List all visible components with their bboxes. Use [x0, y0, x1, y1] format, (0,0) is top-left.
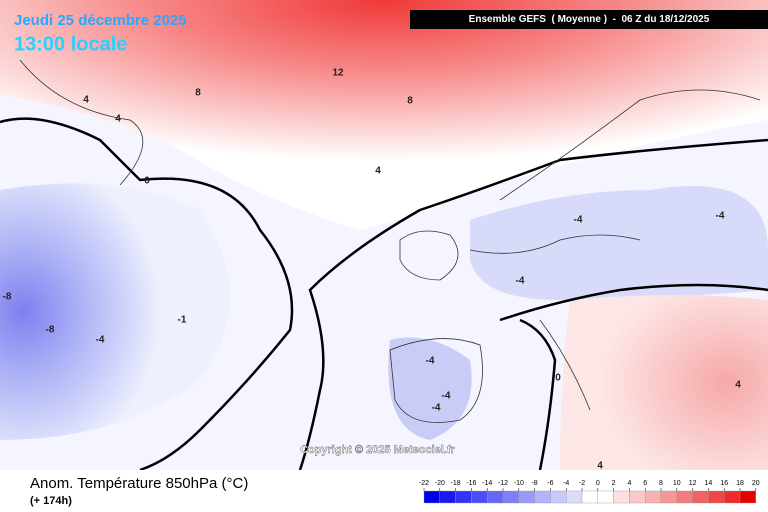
contour-label: -4	[96, 335, 105, 346]
local-time: 13:00 locale	[14, 33, 127, 55]
warm-anomaly	[0, 0, 768, 230]
coastlines	[19, 59, 761, 423]
colorbar-tick-label: 14	[705, 480, 713, 487]
colorbar-swatch	[708, 490, 725, 504]
colorbar-swatch	[676, 490, 693, 504]
model-info: Ensemble GEFS ( Moyenne ) - 06 Z du 18/1…	[469, 14, 710, 25]
colorbar-swatch	[739, 490, 757, 504]
colorbar-swatch	[518, 490, 535, 504]
colorbar-swatch	[455, 490, 472, 504]
contour-label: 8	[407, 96, 413, 107]
colorbar-tick-label: -16	[466, 480, 476, 487]
colorbar-swatch	[581, 490, 599, 504]
colorbar-tick-label: -22	[419, 480, 429, 487]
colorbar-swatch	[534, 490, 551, 504]
contour-label: -8	[3, 292, 12, 303]
contour-label: 12	[332, 68, 344, 79]
model-banner	[410, 10, 768, 29]
contour-label: -4	[574, 215, 583, 226]
colorbar-tick-label: -12	[498, 480, 508, 487]
colorbar-tick-label: -6	[547, 480, 553, 487]
colorbar-tick-label: 2	[612, 480, 616, 487]
cold-europe	[470, 186, 768, 300]
colorbar-tick-label: -18	[451, 480, 461, 487]
colorbar-tick-label: 16	[720, 480, 728, 487]
contour-label: 4	[115, 114, 121, 125]
contour-label: 0	[555, 373, 561, 384]
colorbar-tick-label: 12	[689, 480, 697, 487]
contour-label: -4	[716, 211, 725, 222]
colorbar-swatch	[439, 490, 456, 504]
colorbar: -22 -20 -18 -16 -14 -12 -10 -8 -6 -4 -2 0 2 4 6 8 10 12 14…	[419, 480, 760, 504]
warm-balkans	[560, 295, 768, 470]
colorbar-tick-label: -2	[579, 480, 585, 487]
colorbar-tick-label: -10	[514, 480, 524, 487]
zero-contours	[0, 117, 768, 472]
colorbar-swatch	[423, 490, 441, 504]
contour-label: -4	[432, 403, 441, 414]
copyright: Copyright © 2025 Meteociel.fr	[300, 444, 456, 456]
colorbar-swatch	[597, 490, 614, 504]
colorbar-tick-label: -20	[435, 480, 445, 487]
colorbar-swatch	[692, 490, 709, 504]
colorbar-tick-label: 18	[736, 480, 744, 487]
date: Jeudi 25 décembre 2025	[14, 12, 187, 29]
colorbar-swatch	[629, 490, 646, 504]
colorbar-tick-label: -8	[531, 480, 537, 487]
colorbar-tick-label: -4	[563, 480, 569, 487]
footer-title: Anom. Température 850hPa (°C)	[30, 475, 248, 492]
colorbar-tick-label: 20	[752, 480, 760, 487]
colorbar-swatch	[502, 490, 520, 504]
colorbar-swatch	[660, 490, 678, 504]
colorbar-tick-label: 6	[643, 480, 647, 487]
colorbar-swatch	[566, 490, 583, 504]
colorbar-swatch	[471, 490, 488, 504]
contour-label: 4	[83, 95, 89, 106]
contour-label: -4	[426, 356, 435, 367]
contour-label: -4	[442, 391, 451, 402]
colorbar-swatch	[613, 490, 630, 504]
colorbar-tick-label: -14	[482, 480, 492, 487]
contour-label: -1	[178, 315, 187, 326]
colorbar-tick-label: 4	[627, 480, 631, 487]
colorbar-swatch	[645, 490, 662, 504]
colorbar-swatch	[724, 490, 741, 504]
contour-label: -8	[46, 325, 55, 336]
contour-label: 0	[144, 176, 150, 187]
contour-label: 4	[375, 166, 381, 177]
contour-label: -4	[516, 276, 525, 287]
colorbar-tick-label: 10	[673, 480, 681, 487]
cold-iberia	[388, 337, 472, 440]
contour-label: 8	[195, 88, 201, 99]
colorbar-swatch	[550, 490, 567, 504]
cold-anomaly	[0, 183, 230, 441]
forecast-lead: (+ 174h)	[30, 495, 72, 507]
contour-label: 4	[735, 380, 741, 391]
colorbar-tick-label: 0	[596, 480, 600, 487]
colorbar-tick-label: 8	[659, 480, 663, 487]
contour-label: 4	[597, 461, 603, 472]
colorbar-swatch	[487, 490, 504, 504]
